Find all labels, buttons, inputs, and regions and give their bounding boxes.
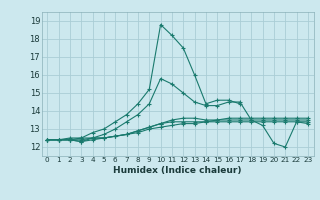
X-axis label: Humidex (Indice chaleur): Humidex (Indice chaleur) [113,166,242,175]
